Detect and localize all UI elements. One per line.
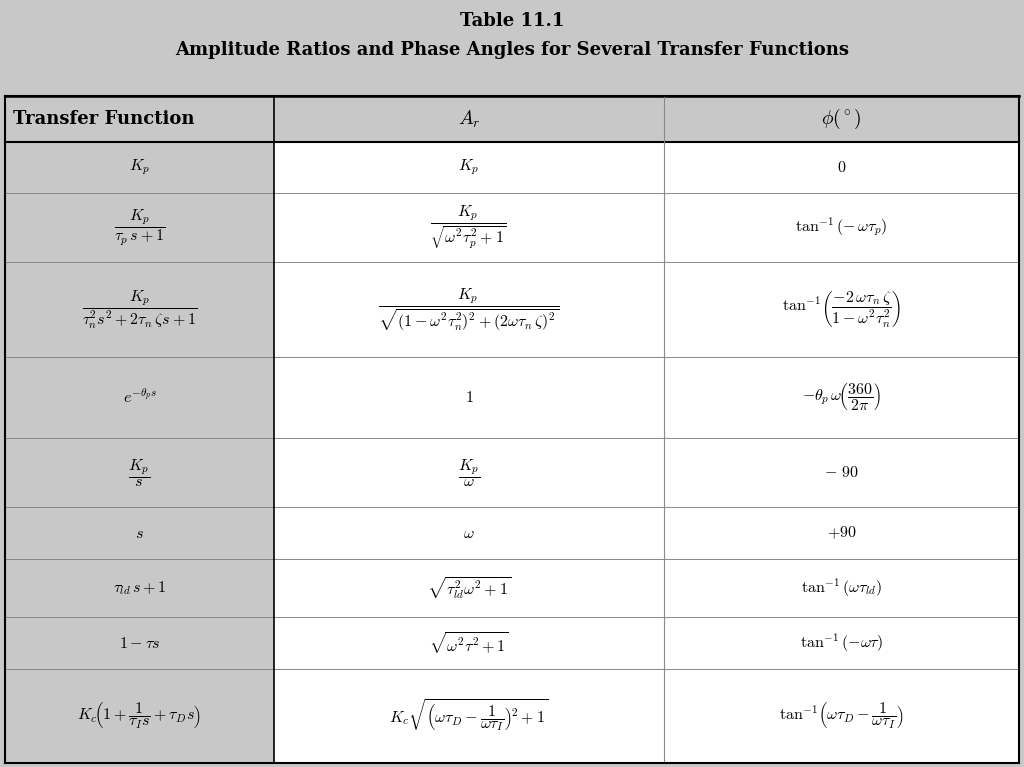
Bar — [5, 96, 1019, 142]
Bar — [273, 142, 1019, 763]
Text: $K_c\!\left(1+\dfrac{1}{\tau_I s}+\tau_D s\right)$: $K_c\!\left(1+\dfrac{1}{\tau_I s}+\tau_D… — [78, 701, 202, 731]
Text: $\phi(^\circ)$: $\phi(^\circ)$ — [821, 107, 862, 131]
Text: $\omega$: $\omega$ — [463, 525, 475, 542]
Text: $\sqrt{\tau_{ld}^2\omega^2+1}$: $\sqrt{\tau_{ld}^2\omega^2+1}$ — [427, 575, 511, 601]
Text: Amplitude Ratios and Phase Angles for Several Transfer Functions: Amplitude Ratios and Phase Angles for Se… — [175, 41, 849, 58]
Text: $\tan^{-1}\!\left(\dfrac{-2\,\omega\tau_n\,\zeta}{1-\omega^2\tau_n^2}\right)$: $\tan^{-1}\!\left(\dfrac{-2\,\omega\tau_… — [781, 289, 901, 330]
Text: $1$: $1$ — [465, 389, 473, 406]
Text: $\tan^{-1}(\omega\tau_{ld})$: $\tan^{-1}(\omega\tau_{ld})$ — [801, 577, 882, 599]
Text: $0$: $0$ — [837, 159, 846, 176]
Text: $\sqrt{\omega^2\tau^2+1}$: $\sqrt{\omega^2\tau^2+1}$ — [429, 630, 509, 656]
Text: $\tan^{-1}(-\,\omega\tau_p)$: $\tan^{-1}(-\,\omega\tau_p)$ — [796, 216, 888, 239]
Text: $\dfrac{K_p}{\sqrt{\omega^2\tau_p^2+1}}$: $\dfrac{K_p}{\sqrt{\omega^2\tau_p^2+1}}$ — [430, 204, 508, 252]
Text: $\tau_{ld}\,s+1$: $\tau_{ld}\,s+1$ — [113, 579, 166, 597]
Text: $K_p$: $K_p$ — [459, 158, 479, 177]
Text: $1-\tau s$: $1-\tau s$ — [119, 634, 161, 651]
Text: $\dfrac{K_p}{\tau_n^2 s^2+2\tau_n\,\zeta s+1}$: $\dfrac{K_p}{\tau_n^2 s^2+2\tau_n\,\zeta… — [82, 288, 197, 331]
Text: $K_c\sqrt{\left(\omega\tau_D-\dfrac{1}{\omega\tau_I}\right)^{\!2}+1}$: $K_c\sqrt{\left(\omega\tau_D-\dfrac{1}{\… — [389, 698, 549, 734]
Text: Transfer Function: Transfer Function — [13, 110, 195, 128]
Text: $K_p$: $K_p$ — [129, 158, 150, 177]
Text: $\mathbf{+90}$: $\mathbf{+90}$ — [826, 525, 856, 542]
Text: $e^{-\theta_p s}$: $e^{-\theta_p s}$ — [123, 388, 157, 407]
Text: $A_r$: $A_r$ — [458, 108, 480, 130]
Text: $\dfrac{K_p}{s}$: $\dfrac{K_p}{s}$ — [128, 457, 151, 489]
Text: $\mathbf{-\ 90}$: $\mathbf{-\ 90}$ — [824, 465, 859, 482]
Text: $s$: $s$ — [135, 525, 143, 542]
Text: $-\theta_p\,\omega\!\left(\dfrac{360}{2\pi}\right)$: $-\theta_p\,\omega\!\left(\dfrac{360}{2\… — [802, 382, 881, 413]
Text: $\dfrac{K_p}{\tau_p \, s+1}$: $\dfrac{K_p}{\tau_p \, s+1}$ — [114, 207, 165, 248]
Text: Table 11.1: Table 11.1 — [460, 12, 564, 29]
Bar — [5, 142, 273, 763]
Text: $\dfrac{K_p}{\sqrt{(1-\omega^2\tau_n^2)^2+(2\omega\tau_n\,\zeta)^2}}$: $\dfrac{K_p}{\sqrt{(1-\omega^2\tau_n^2)^… — [379, 286, 559, 333]
Text: $\dfrac{K_p}{\omega}$: $\dfrac{K_p}{\omega}$ — [458, 457, 480, 489]
Text: $\tan^{-1}\!\left(\omega\tau_D-\dfrac{1}{\omega\tau_I}\right)$: $\tan^{-1}\!\left(\omega\tau_D-\dfrac{1}… — [779, 701, 904, 731]
Text: $\tan^{-1}(-\omega\tau)$: $\tan^{-1}(-\omega\tau)$ — [800, 632, 884, 654]
